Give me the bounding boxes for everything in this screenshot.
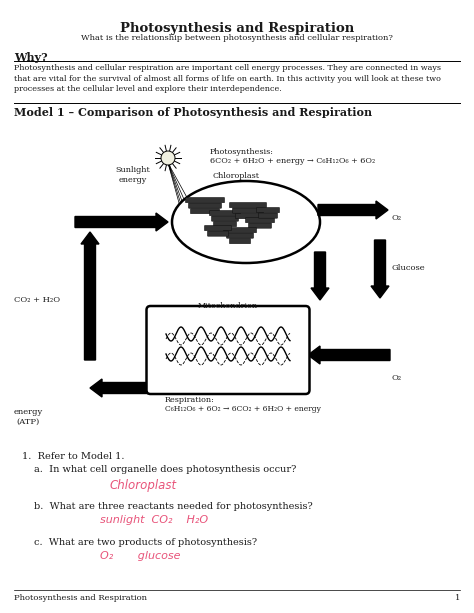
Text: O₂       glucose: O₂ glucose <box>100 551 181 561</box>
FancyBboxPatch shape <box>211 216 238 221</box>
FancyBboxPatch shape <box>258 213 277 218</box>
FancyBboxPatch shape <box>204 226 231 230</box>
FancyArrow shape <box>371 240 389 298</box>
FancyArrow shape <box>308 346 390 364</box>
FancyBboxPatch shape <box>185 197 225 203</box>
Text: Why?: Why? <box>14 52 47 63</box>
FancyBboxPatch shape <box>227 233 254 238</box>
Text: Model 1 – Comparison of Photosynthesis and Respiration: Model 1 – Comparison of Photosynthesis a… <box>14 107 372 118</box>
Text: Sunlight
energy: Sunlight energy <box>116 166 150 184</box>
FancyBboxPatch shape <box>256 207 280 213</box>
FancyBboxPatch shape <box>210 210 240 216</box>
Text: 1: 1 <box>455 594 460 602</box>
Text: Photosynthesis:: Photosynthesis: <box>210 148 274 156</box>
Text: Mitochondrion: Mitochondrion <box>198 302 258 310</box>
FancyBboxPatch shape <box>191 208 219 214</box>
Text: energy
(ATP): energy (ATP) <box>13 408 43 426</box>
FancyBboxPatch shape <box>213 221 237 227</box>
FancyArrow shape <box>90 379 185 397</box>
Text: c.  What are two products of photosynthesis?: c. What are two products of photosynthes… <box>34 538 257 547</box>
Text: 1.  Refer to Model 1.: 1. Refer to Model 1. <box>22 452 125 461</box>
FancyBboxPatch shape <box>246 218 274 223</box>
Text: C₆H₁₂O₆ + 6O₂ → 6CO₂ + 6H₂O + energy: C₆H₁₂O₆ + 6O₂ → 6CO₂ + 6H₂O + energy <box>165 405 321 413</box>
FancyBboxPatch shape <box>189 203 221 208</box>
Text: Respiration:: Respiration: <box>165 396 215 404</box>
Text: sunlight  CO₂    H₂O: sunlight CO₂ H₂O <box>100 515 208 525</box>
FancyBboxPatch shape <box>224 227 256 233</box>
FancyBboxPatch shape <box>146 306 310 394</box>
FancyArrow shape <box>75 213 168 231</box>
Text: O₂: O₂ <box>392 214 402 222</box>
FancyArrow shape <box>81 232 99 360</box>
FancyBboxPatch shape <box>208 231 228 236</box>
Text: Photosynthesis and Respiration: Photosynthesis and Respiration <box>120 22 354 35</box>
Text: Chloroplast: Chloroplast <box>212 172 259 180</box>
FancyBboxPatch shape <box>233 208 264 213</box>
Text: CO₂ + H₂O: CO₂ + H₂O <box>14 296 60 304</box>
FancyArrow shape <box>318 201 388 219</box>
Text: O₂: O₂ <box>392 374 402 382</box>
FancyBboxPatch shape <box>229 238 250 244</box>
Text: Glucose: Glucose <box>392 264 426 272</box>
Ellipse shape <box>172 181 320 263</box>
Text: Photosynthesis and Respiration: Photosynthesis and Respiration <box>14 594 147 602</box>
Text: What is the relationship between photosynthesis and cellular respiration?: What is the relationship between photosy… <box>81 34 393 42</box>
FancyBboxPatch shape <box>248 223 272 228</box>
FancyBboxPatch shape <box>236 213 261 219</box>
Circle shape <box>161 151 175 165</box>
Text: a.  In what cell organelle does photosynthesis occur?: a. In what cell organelle does photosynt… <box>34 465 296 474</box>
Text: b.  What are three reactants needed for photosynthesis?: b. What are three reactants needed for p… <box>34 502 313 511</box>
Text: 6CO₂ + 6H₂O + energy → C₆H₁₂O₆ + 6O₂: 6CO₂ + 6H₂O + energy → C₆H₁₂O₆ + 6O₂ <box>210 157 375 165</box>
FancyArrow shape <box>311 252 329 300</box>
FancyBboxPatch shape <box>229 202 266 208</box>
Text: Photosynthesis and cellular respiration are important cell energy processes. The: Photosynthesis and cellular respiration … <box>14 64 441 93</box>
Text: Chloroplast: Chloroplast <box>110 479 177 492</box>
